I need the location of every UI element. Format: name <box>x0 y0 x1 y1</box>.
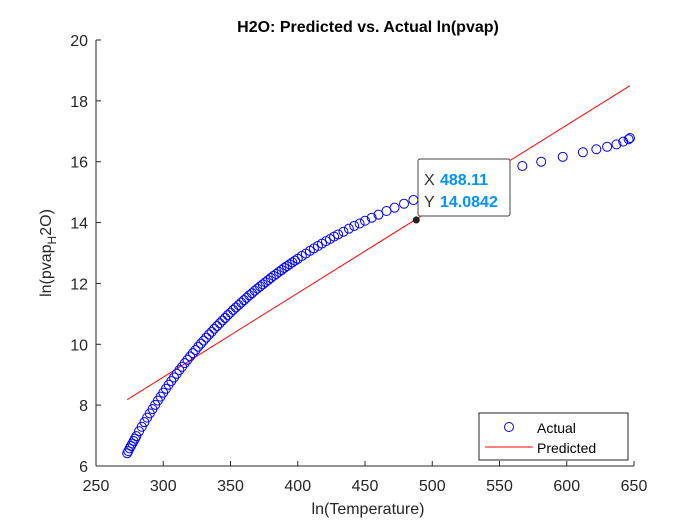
x-tick-label: 650 <box>621 478 648 495</box>
legend-predicted-label: Predicted <box>537 440 596 456</box>
actual-point <box>373 209 384 220</box>
actual-point <box>349 220 360 231</box>
datatip[interactable]: X 488.11 Y 14.0842 <box>412 158 511 224</box>
actual-point <box>557 151 568 162</box>
actual-point <box>209 323 220 334</box>
datatip-y-value: 14.0842 <box>440 194 498 211</box>
actual-point <box>536 156 547 167</box>
legend-box[interactable] <box>478 412 629 461</box>
legend-actual-marker <box>504 422 514 432</box>
actual-point <box>591 144 602 155</box>
actual-point <box>195 338 206 349</box>
actual-point <box>128 436 139 447</box>
actual-point <box>624 132 635 143</box>
actual-point <box>338 226 349 237</box>
actual-point <box>163 379 174 390</box>
y-tick-label: 12 <box>70 276 88 293</box>
legend[interactable]: Actual Predicted <box>478 412 629 461</box>
actual-point <box>131 431 142 442</box>
actual-point <box>222 310 233 321</box>
datatip-box[interactable] <box>417 158 511 217</box>
actual-point <box>177 361 188 372</box>
series-marks <box>122 85 635 459</box>
actual-point <box>123 446 134 457</box>
x-tick-label: 350 <box>217 478 244 495</box>
actual-point <box>366 212 377 223</box>
y-axis-label: ln(pvapH2O) <box>38 209 59 297</box>
actual-point <box>281 261 292 272</box>
y-tick-label: 6 <box>79 459 88 476</box>
x-tick-label: 300 <box>150 478 177 495</box>
x-tick-label: 600 <box>553 478 580 495</box>
actual-point <box>179 358 190 369</box>
legend-actual-label: Actual <box>537 420 576 436</box>
actual-point <box>174 365 185 376</box>
actual-point <box>190 345 201 356</box>
datatip-marker[interactable] <box>412 216 420 224</box>
actual-point <box>187 348 198 359</box>
datatip-x-value: 488.11 <box>440 172 488 189</box>
actual-point <box>389 202 400 213</box>
actual-point <box>198 335 209 346</box>
chart-title: H2O: Predicted vs. Actual ln(pvap) <box>237 19 499 36</box>
actual-point <box>193 341 204 352</box>
y-axis-label-main: ln(pvap <box>38 244 55 297</box>
plot-area[interactable] <box>96 40 634 466</box>
actual-point <box>284 259 295 270</box>
actual-point <box>220 312 231 323</box>
datatip-y-label: Y <box>424 194 435 211</box>
y-tick-label: 10 <box>70 337 88 354</box>
actual-point <box>354 218 365 229</box>
actual-point <box>623 134 634 145</box>
actual-point <box>343 223 354 234</box>
axes: 250 300 350 400 450 500 550 600 650 6 8 10 12 14 16 18 2… <box>70 33 647 495</box>
actual-point <box>577 147 588 158</box>
actual-point <box>290 255 301 266</box>
x-tick-label: 550 <box>486 478 513 495</box>
actual-point <box>360 215 370 226</box>
y-axis-label-sub: H <box>45 236 59 245</box>
x-tick-label: 400 <box>284 478 311 495</box>
actual-point <box>185 351 196 362</box>
actual-point <box>201 332 212 343</box>
plot-background[interactable] <box>96 40 634 466</box>
y-tick-label: 8 <box>79 398 88 415</box>
actual-point <box>225 307 236 318</box>
actual-point <box>611 139 622 150</box>
actual-point <box>166 376 177 387</box>
x-tick-label: 500 <box>419 478 446 495</box>
y-axis-label-end: 2O) <box>38 209 55 236</box>
y-tick-label: 16 <box>70 155 88 172</box>
x-tick-label: 250 <box>83 478 110 495</box>
actual-point <box>171 368 182 379</box>
y-tick-label: 18 <box>70 94 88 111</box>
actual-point <box>602 141 613 152</box>
actual-point <box>217 315 228 326</box>
actual-point <box>182 354 193 365</box>
actual-point <box>287 257 298 268</box>
actual-point <box>214 318 225 329</box>
actual-point <box>517 160 528 171</box>
x-tick-label: 450 <box>352 478 379 495</box>
actual-point <box>333 229 344 240</box>
datatip-x-label: X <box>424 172 435 189</box>
actual-point <box>206 326 217 337</box>
actual-point <box>203 329 214 340</box>
actual-point <box>169 372 180 383</box>
y-tick-label: 14 <box>70 216 88 233</box>
actual-point <box>212 321 223 332</box>
x-axis-label: ln(Temperature) <box>312 501 425 518</box>
actual-point <box>279 262 290 273</box>
y-tick-label: 20 <box>70 33 88 50</box>
predicted-line <box>126 85 631 401</box>
actual-point <box>399 198 410 209</box>
